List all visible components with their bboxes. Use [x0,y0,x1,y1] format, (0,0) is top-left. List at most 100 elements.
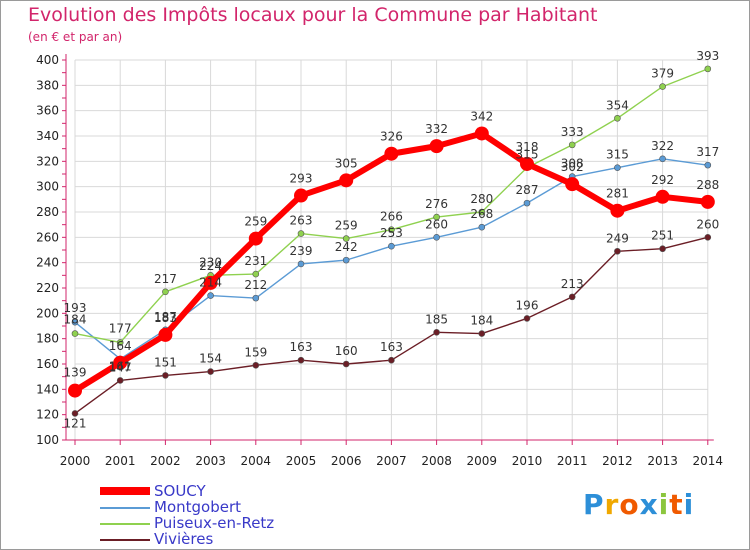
data-point-vivieres [568,293,576,301]
y-tick-label: 340 [36,129,59,143]
data-label-montgobert: 268 [470,207,493,221]
y-tick-label: 200 [36,306,59,320]
data-point-puiseux-en-retz [116,339,124,346]
data-label-vivieres: 249 [606,231,629,245]
x-tick-label: 2013 [647,454,678,468]
legend-swatch-vivieres [100,539,150,541]
data-label-puiseux-en-retz: 184 [64,313,87,327]
data-label-montgobert: 164 [109,339,132,353]
y-tick-label: 240 [36,256,59,270]
data-label-montgobert: 253 [380,226,403,240]
y-tick-label: 120 [36,408,59,422]
data-point-soucy [655,189,670,204]
data-label-vivieres: 213 [561,277,584,291]
y-tick-label: 360 [36,104,59,118]
x-tick-label: 2009 [467,454,498,468]
x-tick-label: 2011 [557,454,588,468]
axes: 100 120 140 160 180 200 220 240 260 280 300 320 340 3… [36,53,723,468]
data-label-puiseux-en-retz: 315 [516,148,539,162]
data-label-montgobert: 317 [696,145,719,159]
data-point-soucy [158,327,173,342]
data-label-montgobert: 242 [335,240,358,254]
data-label-puiseux-en-retz: 393 [696,49,719,63]
x-tick-label: 2004 [241,454,272,468]
data-point-montgobert [478,223,486,231]
x-tick-label: 2010 [512,454,543,468]
data-label-puiseux-en-retz: 230 [199,255,222,269]
x-tick-label: 2005 [286,454,317,468]
data-label-vivieres: 160 [335,344,358,358]
legend-label-vivieres: Vivières [154,530,214,548]
data-label-puiseux-en-retz: 259 [335,219,358,233]
logo-letter: o [619,488,640,521]
data-point-montgobert [388,242,395,250]
data-label-vivieres: 121 [64,416,87,430]
data-point-vivieres [207,368,214,375]
data-point-montgobert [297,260,305,268]
y-tick-label: 320 [36,154,59,168]
data-point-soucy [68,383,82,398]
data-label-soucy: 326 [380,130,403,144]
data-label-montgobert: 187 [154,310,177,324]
x-tick-label: 2012 [602,454,633,468]
data-label-vivieres: 184 [470,314,493,328]
data-point-soucy [610,203,625,218]
data-label-puiseux-en-retz: 379 [651,67,674,81]
data-label-vivieres: 154 [199,352,222,366]
y-tick-label: 300 [36,180,59,194]
y-tick-label: 160 [36,357,59,371]
data-point-vivieres [162,372,169,379]
data-point-vivieres [252,361,260,369]
data-point-vivieres [71,410,79,417]
logo-letter: i [683,488,695,521]
data-point-puiseux-en-retz [297,230,305,237]
x-tick-label: 2014 [693,454,724,468]
data-point-soucy [700,194,715,209]
data-point-soucy [565,177,580,192]
y-tick-label: 400 [36,53,59,67]
legend-swatch-soucy [100,487,150,495]
data-point-soucy [113,355,128,370]
data-label-soucy: 305 [335,156,358,170]
data-label-puiseux-en-retz: 266 [380,210,403,224]
data-point-montgobert [342,256,350,264]
logo-letter: x [639,488,659,521]
data-point-puiseux-en-retz [704,65,712,73]
data-point-vivieres [342,360,350,368]
data-point-soucy [294,188,308,203]
data-label-montgobert: 287 [516,183,539,197]
data-point-montgobert [71,318,79,326]
legend-label-puiseux-en-retz: Puiseux-en-Retz [154,514,275,532]
data-label-soucy: 259 [244,215,267,229]
data-label-soucy: 288 [696,178,719,192]
data-label-soucy: 332 [425,122,448,136]
data-point-puiseux-en-retz [478,208,486,216]
data-label-vivieres: 251 [651,229,674,243]
x-tick-label: 2000 [60,454,91,468]
logo-letter: P [583,488,605,521]
data-label-soucy: 293 [290,172,313,186]
x-tick-label: 2008 [421,454,452,468]
data-label-montgobert: 322 [651,139,674,153]
data-label-montgobert: 308 [561,157,584,171]
data-point-soucy [520,156,534,171]
data-label-vivieres: 163 [290,340,313,354]
data-label-soucy: 183 [154,311,177,325]
data-label-soucy: 224 [199,259,222,273]
data-point-montgobert [252,294,260,302]
y-tick-label: 380 [36,78,59,92]
y-tick-label: 260 [36,230,59,244]
y-tick-label: 100 [36,433,59,447]
logo-letter: t [669,488,684,521]
data-point-soucy [384,146,399,161]
legend-swatch-montgobert [100,507,150,509]
data-point-montgobert [659,155,666,163]
x-tick-label: 2001 [105,454,136,468]
data-point-vivieres [704,234,712,241]
chart-subtitle: (en € et par an) [28,30,123,44]
data-point-puiseux-en-retz [388,226,395,234]
data-labels: 121 147 151 154 159 163 160 163 185 184 196 213 249 2… [64,49,720,431]
data-label-soucy: 292 [651,173,674,187]
data-point-soucy [429,139,444,154]
